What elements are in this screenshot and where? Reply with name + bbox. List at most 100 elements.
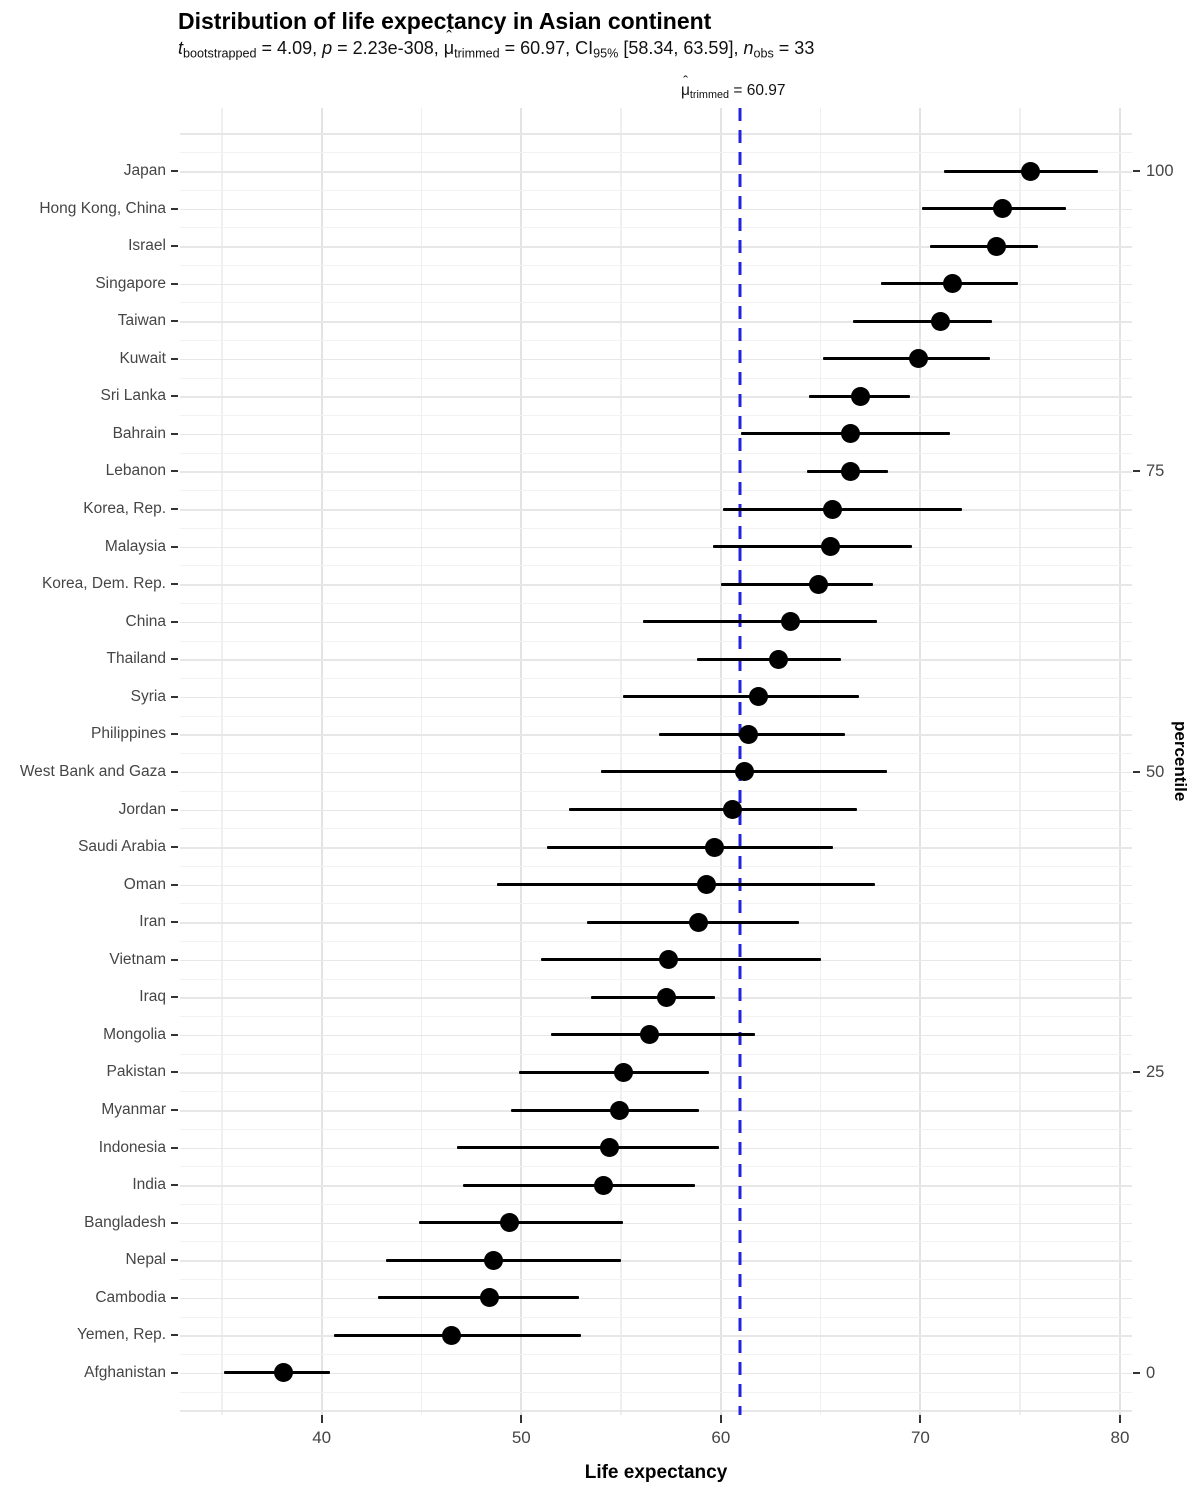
percentile-tick bbox=[1133, 1371, 1140, 1374]
category-tick bbox=[171, 883, 178, 886]
text-segment: = 2.23e-308, bbox=[332, 38, 444, 58]
gridline-y-major bbox=[180, 1222, 1132, 1225]
category-label: Lebanon bbox=[105, 462, 166, 480]
category-tick bbox=[171, 1259, 178, 1262]
point-estimate bbox=[908, 349, 928, 369]
gridline-y-minor bbox=[180, 490, 1132, 492]
gridline-y-minor bbox=[180, 415, 1132, 417]
gridline-y-minor bbox=[180, 715, 1132, 717]
category-label: Oman bbox=[123, 875, 166, 893]
x-axis-tick bbox=[520, 1415, 523, 1423]
gridline-x-minor bbox=[819, 108, 822, 1415]
x-axis-tick bbox=[1119, 1415, 1122, 1423]
category-tick bbox=[171, 1371, 178, 1374]
confidence-interval-bar bbox=[643, 620, 877, 624]
confidence-interval-bar bbox=[822, 357, 991, 361]
confidence-interval-bar bbox=[377, 1296, 580, 1300]
category-label: Saudi Arabia bbox=[78, 838, 166, 856]
gridline-y-minor bbox=[180, 152, 1132, 154]
category-label: Korea, Rep. bbox=[83, 500, 166, 518]
gridline-y-major bbox=[180, 358, 1132, 361]
confidence-interval-bar bbox=[930, 244, 1039, 248]
point-estimate bbox=[697, 875, 717, 895]
category-tick bbox=[171, 432, 178, 435]
category-tick bbox=[171, 808, 178, 811]
point-estimate bbox=[689, 912, 709, 932]
confidence-interval-bar bbox=[696, 657, 841, 661]
text-segment: obs bbox=[753, 46, 774, 61]
category-label: Bahrain bbox=[112, 424, 166, 442]
confidence-interval-bar bbox=[720, 582, 873, 586]
hat-accent: ˆ bbox=[683, 73, 689, 90]
confidence-interval-bar bbox=[419, 1221, 624, 1225]
text-segment: n bbox=[743, 38, 754, 58]
gridline-x-minor bbox=[620, 108, 622, 1415]
category-tick bbox=[171, 1109, 178, 1111]
point-estimate bbox=[739, 724, 759, 744]
gridline-y-major bbox=[180, 734, 1132, 736]
category-label: Hong Kong, China bbox=[39, 199, 166, 217]
gridline-x-major bbox=[320, 108, 323, 1415]
category-tick bbox=[171, 470, 178, 473]
category-label: India bbox=[132, 1176, 166, 1194]
plot-title: Distribution of life expectancy in Asian… bbox=[178, 8, 712, 34]
category-label: Nepal bbox=[125, 1251, 167, 1269]
point-estimate bbox=[659, 950, 679, 970]
gridline-x-minor bbox=[420, 108, 423, 1415]
point-estimate bbox=[769, 649, 789, 669]
percentile-tick-label: 50 bbox=[1146, 762, 1165, 781]
point-estimate bbox=[593, 1175, 613, 1195]
confidence-interval-bar bbox=[623, 695, 859, 699]
category-tick bbox=[171, 620, 178, 623]
gridline-x-minor bbox=[221, 108, 223, 1415]
text-segment: trimmed bbox=[689, 89, 730, 102]
category-label: China bbox=[125, 612, 167, 630]
gridline-y-major bbox=[180, 208, 1132, 211]
gridline-y-minor bbox=[180, 377, 1132, 379]
point-estimate bbox=[781, 612, 801, 632]
category-label: Malaysia bbox=[104, 537, 166, 555]
point-estimate bbox=[930, 311, 950, 331]
gridline-y-minor bbox=[180, 1279, 1132, 1281]
point-estimate bbox=[821, 537, 841, 557]
gridline-y-major bbox=[180, 471, 1132, 473]
point-estimate bbox=[441, 1325, 461, 1345]
category-tick bbox=[171, 320, 178, 323]
gridline-y-minor bbox=[180, 1166, 1132, 1168]
percentile-tick-label: 75 bbox=[1146, 462, 1165, 481]
gridline-y-minor bbox=[180, 1203, 1132, 1205]
point-estimate bbox=[942, 274, 962, 294]
gridline-y-major bbox=[180, 1372, 1132, 1375]
confidence-interval-bar bbox=[712, 545, 913, 549]
category-tick bbox=[171, 1071, 178, 1074]
percentile-tick bbox=[1133, 770, 1140, 773]
category-label: Indonesia bbox=[98, 1138, 166, 1156]
gridline-x-major bbox=[520, 108, 523, 1415]
category-label: Singapore bbox=[95, 274, 166, 292]
x-axis-tick-label: 50 bbox=[511, 1428, 531, 1447]
x-axis-tick bbox=[919, 1415, 922, 1423]
x-axis-title: Life expectancy bbox=[584, 1462, 728, 1483]
category-label: Syria bbox=[130, 687, 166, 705]
gridline-y-major bbox=[180, 171, 1132, 173]
text-segment: trimmed bbox=[454, 46, 500, 61]
gridline-x-major bbox=[919, 108, 922, 1415]
category-label: Thailand bbox=[106, 650, 166, 668]
category-tick bbox=[171, 170, 178, 172]
hat-accent: ˆ bbox=[446, 28, 452, 48]
gridline-y-major bbox=[180, 433, 1132, 436]
category-tick bbox=[171, 996, 178, 999]
point-estimate bbox=[657, 987, 677, 1007]
category-tick bbox=[171, 733, 178, 736]
category-tick bbox=[171, 921, 178, 924]
x-axis-tick-label: 60 bbox=[711, 1428, 731, 1447]
category-tick bbox=[171, 1146, 178, 1149]
percentile-axis-title: percentile bbox=[1171, 721, 1190, 802]
category-tick bbox=[171, 395, 178, 398]
gridline-y-minor bbox=[180, 1091, 1132, 1093]
x-axis-tick bbox=[320, 1415, 323, 1423]
gridline-y-minor bbox=[180, 940, 1132, 942]
point-estimate bbox=[992, 199, 1012, 219]
